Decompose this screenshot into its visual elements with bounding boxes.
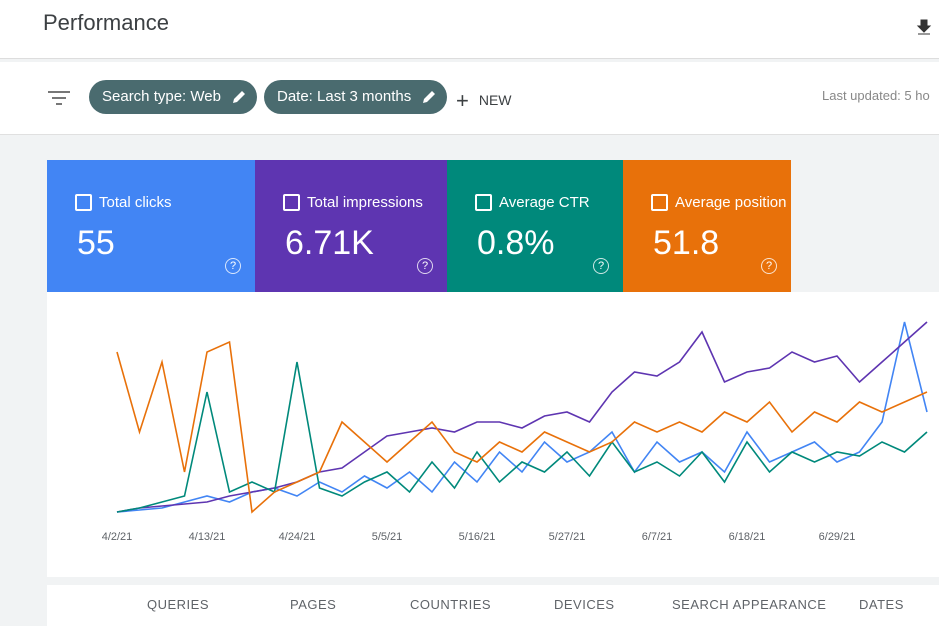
chart: 4/2/21 4/13/21 4/24/21 5/5/21 5/16/21 5/27/21… [102,321,928,543]
tab[interactable]: DATES [859,597,904,612]
checkbox [75,194,92,211]
filter-chip[interactable]: Date: Last 3 months [264,80,448,114]
x-tick-label: 5/16/21 [459,531,496,543]
series-line [116,361,928,513]
x-tick-label: 5/5/21 [372,531,403,543]
checkbox [475,194,492,211]
metric-label: Average position [675,194,787,211]
metric-label: Total impressions [307,194,423,211]
metric-value: 51.8 [653,224,720,262]
tab[interactable]: SEARCH APPEARANCE [672,597,827,612]
tab[interactable]: PAGES [290,597,337,612]
metric-card[interactable]: Total impressions 6.71K? [255,160,447,292]
x-tick-label: 6/29/21 [819,531,856,543]
edit-icon [232,91,245,103]
metric-label: Total clicks [99,194,172,211]
filter-icon[interactable] [48,90,70,106]
chip-label: Date: Last 3 months [277,88,412,105]
metric-card[interactable]: Average position 51.8? [623,160,791,292]
page-title: Performance [43,10,169,35]
x-tick-label: 4/13/21 [189,531,226,543]
metric-card[interactable]: Total clicks 55? [47,160,255,292]
x-tick-label: 6/18/21 [729,531,766,543]
tab[interactable]: DEVICES [554,597,615,612]
new-label: NEW [478,92,512,108]
chart-panel: 4/2/21 4/13/21 4/24/21 5/5/21 5/16/21 5/27/21… [47,292,939,577]
x-tick-label: 6/7/21 [642,531,673,543]
metric-value: 0.8% [477,224,555,262]
help-icon: ? [593,258,609,274]
filter-chip[interactable]: Search type: Web [89,80,257,114]
series-line [116,340,928,514]
edit-icon [423,91,436,103]
checkbox [283,194,300,211]
x-tick-label: 4/24/21 [279,531,316,543]
metric-label: Average CTR [499,194,590,211]
chip-label: Search type: Web [102,88,221,105]
metric-value: 6.71K [285,224,374,262]
checkbox [651,194,668,211]
filter-bar: Search type: Web Date: Last 3 months + NE… [0,62,939,135]
help-icon: ? [417,258,433,274]
tab-bar: QUERIES PAGES COUNTRIES DEVICES SEARCH APPEA… [47,585,939,626]
header: Performance [0,0,939,59]
tab[interactable]: QUERIES [147,597,210,612]
series-line [116,321,928,513]
metric-value: 55 [77,224,115,262]
tab[interactable]: COUNTRIES [410,597,492,612]
series-line [116,321,928,513]
help-icon: ? [761,258,777,274]
new-filter[interactable]: + NEW [456,88,512,113]
download-icon[interactable] [915,18,933,36]
help-icon: ? [225,258,241,274]
x-tick-label: 5/27/21 [549,531,586,543]
x-tick-label: 4/2/21 [102,531,133,543]
metric-card[interactable]: Average CTR 0.8%? [447,160,623,292]
last-updated: Last updated: 5 ho [822,88,930,103]
